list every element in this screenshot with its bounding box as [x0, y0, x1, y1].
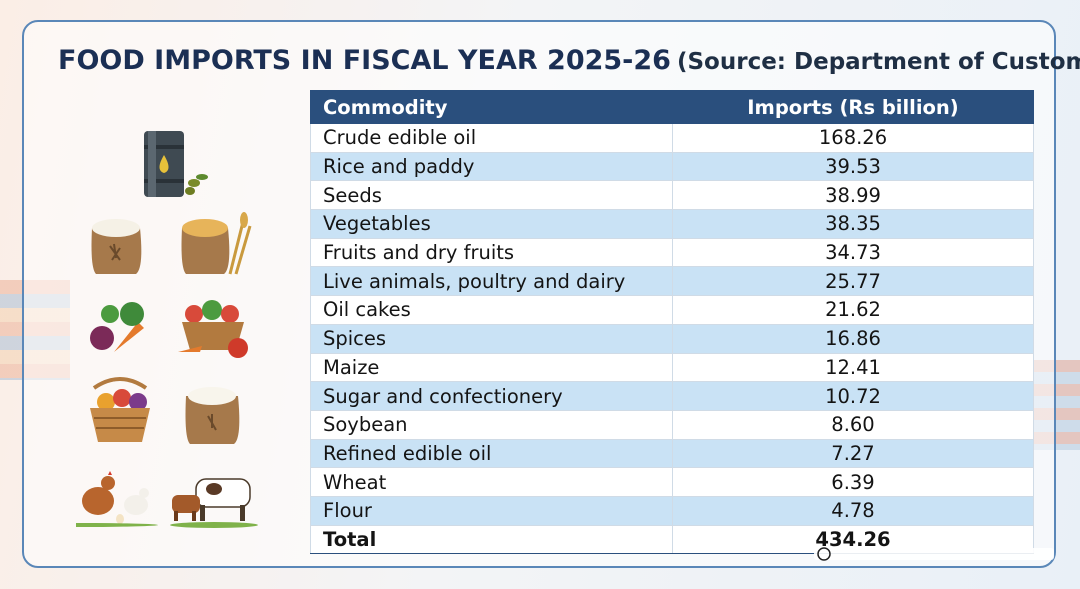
chart-title: FOOD IMPORTS IN FISCAL YEAR 2025-26 (Sour… [58, 44, 1080, 79]
fruit-basket-icon [90, 377, 150, 442]
commodity-cell: Flour [310, 495, 673, 526]
commodity-cell: Crude edible oil [310, 123, 673, 153]
imports-cell: 10.72 [672, 381, 1034, 411]
table-row: Rice and paddy 39.53 [310, 151, 1034, 182]
imports-cell: 4.78 [672, 495, 1034, 526]
imports-cell: 8.60 [672, 409, 1034, 440]
total-row: Total 434.26 [310, 524, 1034, 555]
table-row: Flour 4.78 [310, 495, 1034, 526]
imports-cell: 39.53 [672, 151, 1034, 182]
rice-sack-icon [91, 219, 142, 274]
table-row: Maize 12.41 [310, 352, 1034, 383]
imports-cell: 38.99 [672, 180, 1034, 211]
title-main: FOOD IMPORTS IN FISCAL YEAR 2025-26 [58, 45, 671, 76]
total-label: Total [310, 524, 673, 555]
imports-cell: 25.77 [672, 266, 1034, 297]
imports-table: Commodity Imports (Rs billion) Crude edi… [310, 90, 1034, 555]
commodity-cell: Maize [310, 352, 673, 383]
table-row: Oil cakes 21.62 [310, 295, 1034, 325]
vegetable-basket-icon [178, 300, 248, 358]
table-row: Refined edible oil 7.27 [310, 438, 1034, 469]
commodity-cell: Wheat [310, 467, 673, 497]
table-row: Vegetables 38.35 [310, 209, 1034, 239]
title-source: (Source: Department of Customs) [676, 49, 1080, 75]
imports-cell: 7.27 [672, 438, 1034, 469]
table-row: Wheat 6.39 [310, 467, 1034, 497]
chickens-icon [76, 471, 158, 527]
commodity-cell: Seeds [310, 180, 673, 211]
total-value: 434.26 [672, 524, 1034, 555]
commodity-cell: Live animals, poultry and dairy [310, 266, 673, 297]
commodity-cell: Sugar and confectionery [310, 381, 673, 411]
table-row: Sugar and confectionery 10.72 [310, 381, 1034, 411]
imports-cell: 12.41 [672, 352, 1034, 383]
table-row: Fruits and dry fruits 34.73 [310, 237, 1034, 268]
column-header-commodity: Commodity [310, 90, 673, 124]
imports-cell: 21.62 [672, 295, 1034, 325]
commodity-cell: Rice and paddy [310, 151, 673, 182]
grain-sack-icon [181, 212, 252, 275]
table-header-row: Commodity Imports (Rs billion) [310, 90, 1034, 124]
illustration-column [70, 120, 270, 540]
oil-barrel-icon [144, 131, 208, 197]
flour-sack-icon [185, 387, 240, 444]
imports-cell: 38.35 [672, 209, 1034, 239]
column-header-imports: Imports (Rs billion) [672, 90, 1034, 124]
vegetables-icon [90, 302, 144, 352]
commodity-cell: Spices [310, 323, 673, 354]
commodity-cell: Oil cakes [310, 295, 673, 325]
cows-icon [170, 478, 258, 528]
commodity-cell: Vegetables [310, 209, 673, 239]
imports-cell: 6.39 [672, 467, 1034, 497]
table-row: Crude edible oil 168.26 [310, 123, 1034, 153]
table-row: Soybean 8.60 [310, 409, 1034, 440]
table-row: Seeds 38.99 [310, 180, 1034, 211]
commodity-cell: Refined edible oil [310, 438, 673, 469]
imports-cell: 34.73 [672, 237, 1034, 268]
table-row: Spices 16.86 [310, 323, 1034, 354]
imports-cell: 16.86 [672, 323, 1034, 354]
watermark-logo [814, 547, 1054, 561]
table-row: Live animals, poultry and dairy 25.77 [310, 266, 1034, 297]
imports-cell: 168.26 [672, 123, 1034, 153]
commodity-cell: Soybean [310, 409, 673, 440]
commodity-cell: Fruits and dry fruits [310, 237, 673, 268]
